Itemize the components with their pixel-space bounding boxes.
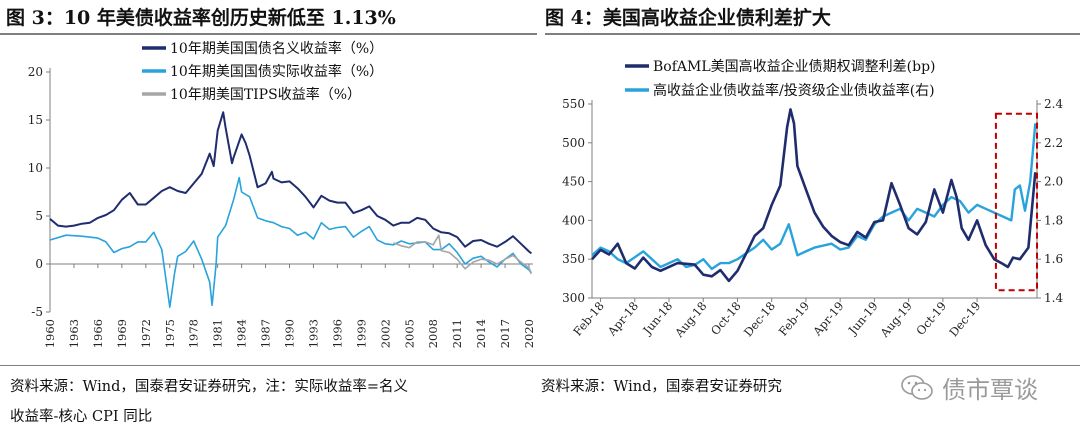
fig3-x-tick-label: 1996 (330, 319, 344, 348)
fig4-x-tick-label: Apr-18 (604, 299, 641, 339)
fig4-legend-label-2: 高收益企业债收益率/投资级企业债收益率(右) (653, 82, 935, 99)
fig3-x-tick-label: 1966 (91, 319, 105, 348)
fig4-y2-tick-label: 1.6 (1044, 252, 1063, 266)
fig4-y-tick-label: 550 (562, 97, 585, 111)
fig3-y-tick-label: 10 (28, 161, 43, 175)
fig4-y-tick-label: 350 (562, 252, 585, 266)
fig3-y-tick-label: 20 (28, 65, 43, 79)
fig3-y-tick-label: 15 (28, 113, 43, 127)
fig4-y2-tick-label: 2.0 (1044, 175, 1063, 189)
fig4-y-tick-label: 300 (562, 291, 585, 305)
fig3-x-tick-label: 1963 (67, 319, 81, 348)
figure4-title-rule (545, 33, 1080, 35)
fig4-x-tick-label: Jun-19 (845, 299, 881, 338)
fig4-y2-tick-label: 1.8 (1044, 213, 1063, 227)
fig4-x-tick-label: Dec-19 (946, 299, 983, 339)
fig4-y-tick-label: 500 (562, 136, 585, 150)
figure3-title: 图 3：10 年美债收益率创历史新低至 1.13% (6, 7, 396, 29)
fig4-legend-label-1: BofAML美国高收益企业债期权调整利差(bp) (653, 58, 936, 75)
fig3-x-tick-label: 2011 (450, 319, 464, 348)
watermark-text: 债市覃谈 (942, 376, 1038, 404)
fig4-x-tick-label: Feb-19 (776, 299, 812, 339)
fig3-legend-label-1: 10年期美国国债名义收益率（%） (170, 40, 383, 57)
fig3-x-tick-label: 1972 (139, 319, 153, 348)
fig3-x-tick-label: 2017 (498, 319, 512, 348)
fig3-legend-label-2: 10年期美国国债实际收益率（%） (170, 63, 383, 80)
fig3-x-tick-label: 1981 (211, 319, 225, 348)
fig3-x-tick-label: 1990 (283, 319, 297, 348)
fig3-x-tick-label: 2020 (522, 319, 536, 348)
fig3-x-tick-label: 2014 (474, 319, 488, 348)
fig4-x-tick-label: Aug-18 (671, 299, 709, 341)
fig3-x-tick-label: 1987 (259, 319, 273, 348)
fig4-y-tick-label: 400 (562, 213, 585, 227)
fig4-highlight-box (994, 112, 1038, 292)
fig4-x-tick-label: Oct-19 (913, 299, 949, 338)
fig3-x-tick-label: 1984 (235, 319, 249, 348)
fig3-x-tick-label: 1999 (354, 319, 368, 348)
wechat-icon (901, 374, 933, 400)
fig4-y2-tick-label: 2.2 (1044, 136, 1063, 150)
fig3-series-line-1 (49, 111, 533, 255)
fig3-x-tick-label: 2005 (402, 319, 416, 348)
figure4-chart: 550 500 450 400 350 300 2.4 2.2 2.0 1.8 1.6 1.4 Feb-… (562, 58, 1063, 341)
fig3-x-tick-label: 2008 (426, 319, 440, 348)
fig4-x-tick-label: Apr-19 (810, 299, 847, 339)
fig3-x-tick-label: 2002 (378, 319, 392, 348)
fig3-y-tick-label: -5 (31, 305, 43, 319)
source-rule (0, 365, 1080, 366)
figure4-title: 图 4：美国高收益企业债利差扩大 (545, 7, 831, 29)
fig3-y-tick-label: 5 (35, 209, 43, 223)
fig3-series-line-3 (393, 234, 533, 274)
fig3-x-tick-label: 1969 (115, 319, 129, 348)
fig4-x-tick-label: Oct-18 (708, 299, 744, 338)
fig3-legend-label-3: 10年期美国TIPS收益率（%） (170, 86, 361, 103)
fig4-x-tick-label: Dec-18 (741, 299, 778, 339)
fig3-x-tick-label: 1993 (306, 319, 320, 348)
fig3-x-tick-label: 1978 (187, 319, 201, 348)
watermark: 债市覃谈 (900, 370, 1038, 405)
fig3-series-line-2 (49, 176, 533, 308)
fig4-x-tick-label: Jun-18 (640, 299, 676, 338)
fig3-x-tick-label: 1975 (163, 319, 177, 348)
fig4-series-line-1 (591, 108, 1037, 283)
figure3-title-rule (0, 33, 537, 35)
figure3-source-line2: 收益率-核心 CPI 同比 (10, 409, 153, 425)
fig3-x-tick-label: 1960 (43, 319, 57, 348)
fig4-y2-tick-label: 1.4 (1044, 291, 1063, 305)
figure4-source: 资料来源：Wind，国泰君安证券研究 (541, 379, 782, 395)
fig3-y-tick-label: 0 (35, 257, 43, 271)
fig4-x-tick-label: Aug-19 (877, 299, 915, 341)
fig4-series-line-2 (591, 123, 1037, 271)
figure3-source-line1: 资料来源：Wind，国泰君安证券研究，注：实际收益率=名义 (10, 379, 409, 395)
fig4-y2-tick-label: 2.4 (1044, 97, 1063, 111)
fig4-y-tick-label: 450 (562, 175, 585, 189)
